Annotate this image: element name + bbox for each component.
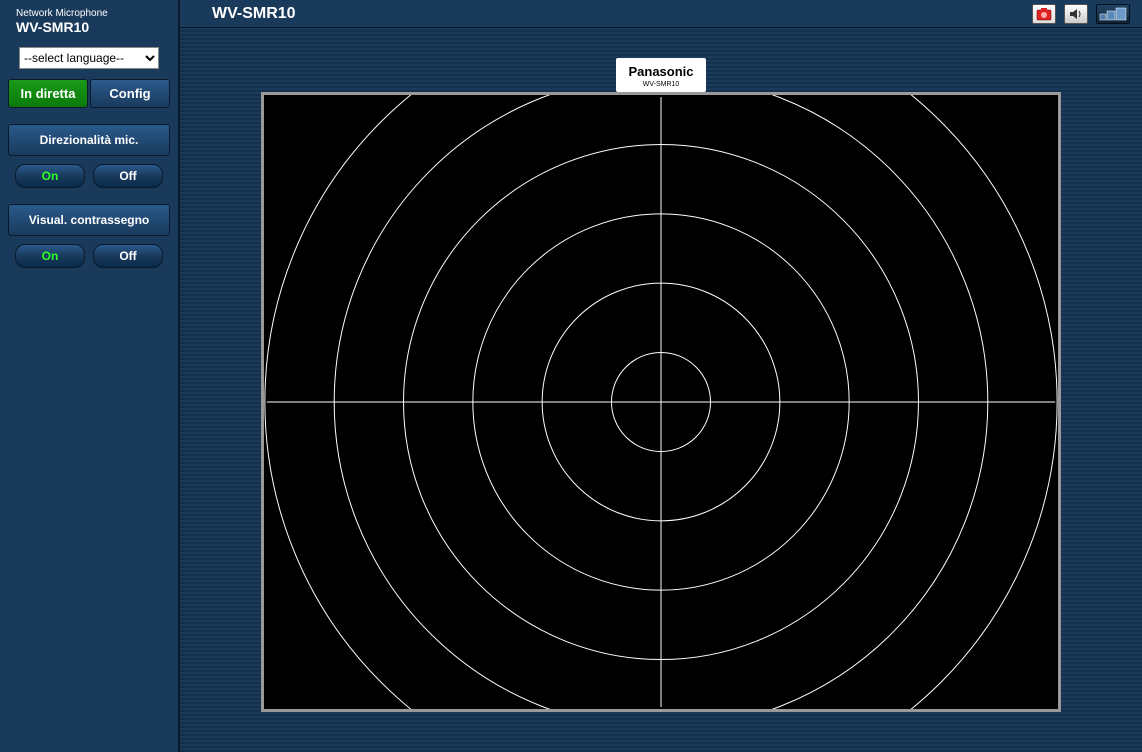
panel-wrap: Panasonic WV-SMR10	[180, 28, 1142, 752]
top-bar: WV-SMR10	[180, 0, 1142, 28]
brand-name: Panasonic	[628, 64, 694, 79]
top-icons	[1032, 4, 1130, 24]
sidebar-model: WV-SMR10	[8, 19, 170, 43]
brand-model: WV-SMR10	[628, 81, 694, 88]
tab-row: In diretta Config	[8, 79, 170, 108]
contrassegno-buttons: On Off	[8, 244, 170, 268]
snapshot-icon[interactable]	[1032, 4, 1056, 24]
speaker-icon[interactable]	[1064, 4, 1088, 24]
radar-svg	[264, 95, 1058, 709]
direzionalita-buttons: On Off	[8, 164, 170, 188]
sidebar: Network Microphone WV-SMR10 --select lan…	[0, 0, 180, 752]
direzionalita-on-button[interactable]: On	[15, 164, 85, 188]
sidebar-header: Network Microphone	[8, 6, 170, 19]
tab-live[interactable]: In diretta	[8, 79, 88, 108]
main-panel: WV-SMR10	[180, 0, 1142, 752]
direzionalita-off-button[interactable]: Off	[93, 164, 163, 188]
contrassegno-off-button[interactable]: Off	[93, 244, 163, 268]
language-select[interactable]: --select language--	[19, 47, 159, 69]
contrassegno-on-button[interactable]: On	[15, 244, 85, 268]
brand-box: Panasonic WV-SMR10	[616, 58, 706, 92]
radar-display[interactable]	[261, 92, 1061, 712]
section-direzionalita: Direzionalità mic.	[8, 124, 170, 156]
fullscreen-icon[interactable]	[1096, 4, 1130, 24]
tab-config[interactable]: Config	[90, 79, 170, 108]
model-title: WV-SMR10	[192, 5, 296, 23]
section-contrassegno: Visual. contrassegno	[8, 204, 170, 236]
